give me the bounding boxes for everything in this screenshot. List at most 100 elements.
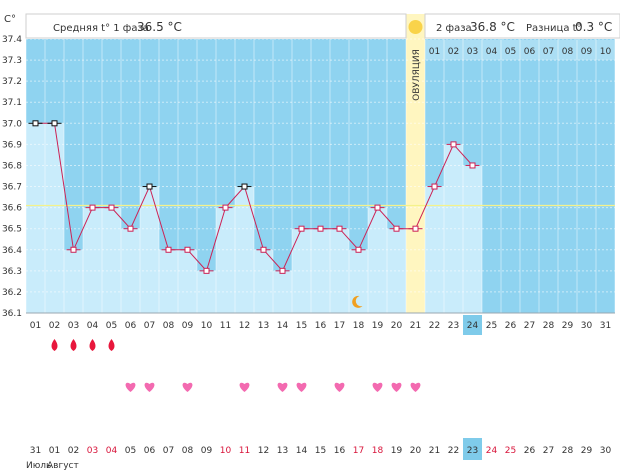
difference-value: 0.3 °C: [575, 20, 612, 34]
temp-column: [102, 207, 121, 313]
temperature-point: [241, 183, 248, 190]
cycle-day-label: 15: [296, 321, 307, 331]
date-label: 17: [353, 446, 364, 456]
temperature-point: [70, 246, 77, 253]
plot-background: [26, 14, 615, 460]
y-tick-label: 37.3: [2, 56, 22, 66]
date-label: 01: [49, 446, 60, 456]
date-label: 09: [201, 446, 213, 456]
date-label: 15: [315, 446, 326, 456]
y-tick-label: 37.2: [2, 77, 22, 87]
temperature-point: [89, 204, 96, 211]
cycle-day-label: 20: [391, 321, 403, 331]
cycle-day-label: 19: [372, 321, 384, 331]
y-axis-label: C°: [4, 14, 16, 25]
temperature-point: [393, 225, 400, 232]
date-label: 29: [581, 446, 593, 456]
phase2-label: 2 фаза: [436, 23, 472, 34]
ovulation-label: ОВУЛЯЦИЯ: [412, 49, 422, 101]
y-tick-label: 36.7: [2, 183, 22, 193]
cycle-day-label: 18: [353, 321, 365, 331]
date-label: 02: [68, 446, 79, 456]
cycle-day-label: 12: [239, 321, 250, 331]
temp-column: [26, 123, 45, 313]
date-label: 25: [505, 446, 516, 456]
date-label: 14: [296, 446, 308, 456]
date-label: 18: [372, 446, 384, 456]
cycle-day-label: 24: [467, 321, 479, 331]
y-tick-label: 36.3: [2, 267, 22, 277]
moon-icon: [352, 295, 363, 308]
date-label: 22: [448, 446, 459, 456]
y-tick-label: 36.5: [2, 225, 22, 235]
date-label: 11: [239, 446, 250, 456]
phase2-day-label: 10: [600, 47, 612, 57]
current-date-highlight: [463, 438, 482, 460]
cycle-day-label: 30: [581, 321, 593, 331]
heart-icon: [334, 382, 345, 392]
temp-column: [368, 207, 387, 313]
temp-column: [254, 249, 273, 313]
temperature-point: [450, 141, 457, 148]
menstruation-drop-icon: [51, 339, 58, 351]
month-label: Август: [47, 461, 79, 471]
heart-icon: [125, 382, 136, 392]
cycle-day-label: 11: [220, 321, 231, 331]
date-label: 07: [163, 446, 174, 456]
temperature-point: [374, 204, 381, 211]
phase2-day-label: 06: [524, 47, 536, 57]
chart-marks: 37.4 37.3 37.2 37.1 37.0 36.9 36.8 36.7 36.6 36.5…: [2, 20, 612, 471]
date-label: 16: [334, 446, 346, 456]
temp-column: [83, 207, 102, 313]
cycle-day-label: 28: [543, 321, 555, 331]
cycle-day-label: 01: [30, 321, 41, 331]
date-label: 03: [87, 446, 98, 456]
phase2-day-label: 03: [467, 47, 478, 57]
cycle-day-label: 21: [410, 321, 421, 331]
temp-column: [178, 249, 197, 313]
temperature-point: [431, 183, 438, 190]
month-label: Июль: [26, 461, 51, 471]
cycle-day-label: 02: [49, 321, 60, 331]
heart-icon: [296, 382, 307, 392]
phase1-label: Средняя t° 1 фаза: [53, 23, 149, 34]
phase1-box: [25, 13, 407, 39]
cycle-day-label: 09: [182, 321, 194, 331]
temperature-point: [412, 225, 419, 232]
phase2-value: 36.8 °C: [470, 20, 515, 34]
date-label: 04: [106, 446, 118, 456]
temp-column: [349, 249, 368, 313]
difference-label: Разница t°: [526, 23, 582, 34]
y-tick-label: 36.6: [2, 204, 22, 214]
date-label: 23: [467, 446, 478, 456]
phase2-day-row: [425, 40, 615, 60]
heart-icon: [391, 382, 402, 392]
y-tick-label: 36.8: [2, 161, 22, 171]
menstruation-drop-icon: [70, 339, 77, 351]
temperature-point: [336, 225, 343, 232]
phase2-day-label: 08: [562, 47, 574, 57]
date-label: 28: [562, 446, 574, 456]
temperature-point: [317, 225, 324, 232]
date-label: 27: [543, 446, 554, 456]
y-tick-label: 37.0: [2, 119, 22, 129]
date-label: 19: [391, 446, 403, 456]
cycle-day-label: 16: [315, 321, 327, 331]
phase2-day-label: 01: [429, 47, 440, 57]
temperature-point: [469, 162, 476, 169]
temperature-point: [355, 246, 362, 253]
temp-column: [235, 186, 254, 313]
temperature-point: [203, 267, 210, 274]
date-label: 05: [125, 446, 136, 456]
phase2-day-label: 07: [543, 47, 554, 57]
phase2-day-label: 05: [505, 47, 516, 57]
date-label: 12: [258, 446, 269, 456]
temp-column: [159, 249, 178, 313]
heart-icon: [239, 382, 250, 392]
date-label: 13: [277, 446, 288, 456]
temperature-point: [127, 225, 134, 232]
cycle-day-label: 14: [277, 321, 289, 331]
ovulation-band: [406, 39, 425, 313]
date-label: 06: [144, 446, 156, 456]
temperature-point: [165, 246, 172, 253]
